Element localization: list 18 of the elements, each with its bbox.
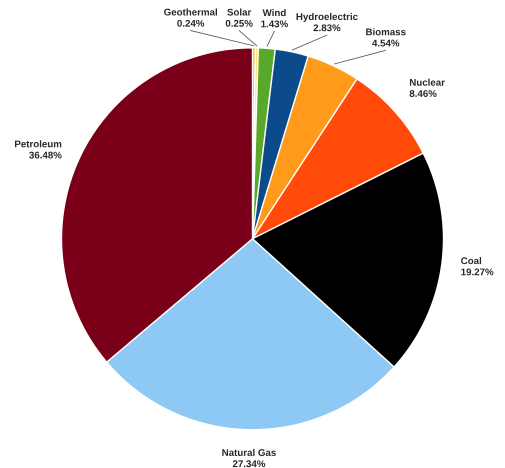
data-label: 1.43% (261, 20, 288, 28)
slice-label: Wind (262, 9, 286, 16)
slice-label: Petroleum (14, 140, 62, 148)
data-label: 0.24% (177, 20, 204, 27)
slice-label: Natural Gas (222, 448, 276, 456)
slice-label: Nuclear (410, 78, 445, 86)
data-label: 4.54% (372, 40, 400, 47)
slice-label: Hydroelectric (296, 12, 358, 22)
data-label: 0.25% (226, 20, 253, 27)
data-label: 36.48% (29, 152, 62, 159)
slice-label: Geothermal (164, 8, 218, 16)
slice-label: Biomass (366, 28, 406, 36)
data-label: 8.46% (410, 90, 437, 97)
slice-label: Coal (461, 257, 482, 264)
data-label: 2.83% (314, 24, 340, 32)
data-label: 19.27% (461, 268, 494, 276)
slice-label: Solar (227, 8, 252, 16)
data-label: 27.34% (232, 460, 266, 468)
